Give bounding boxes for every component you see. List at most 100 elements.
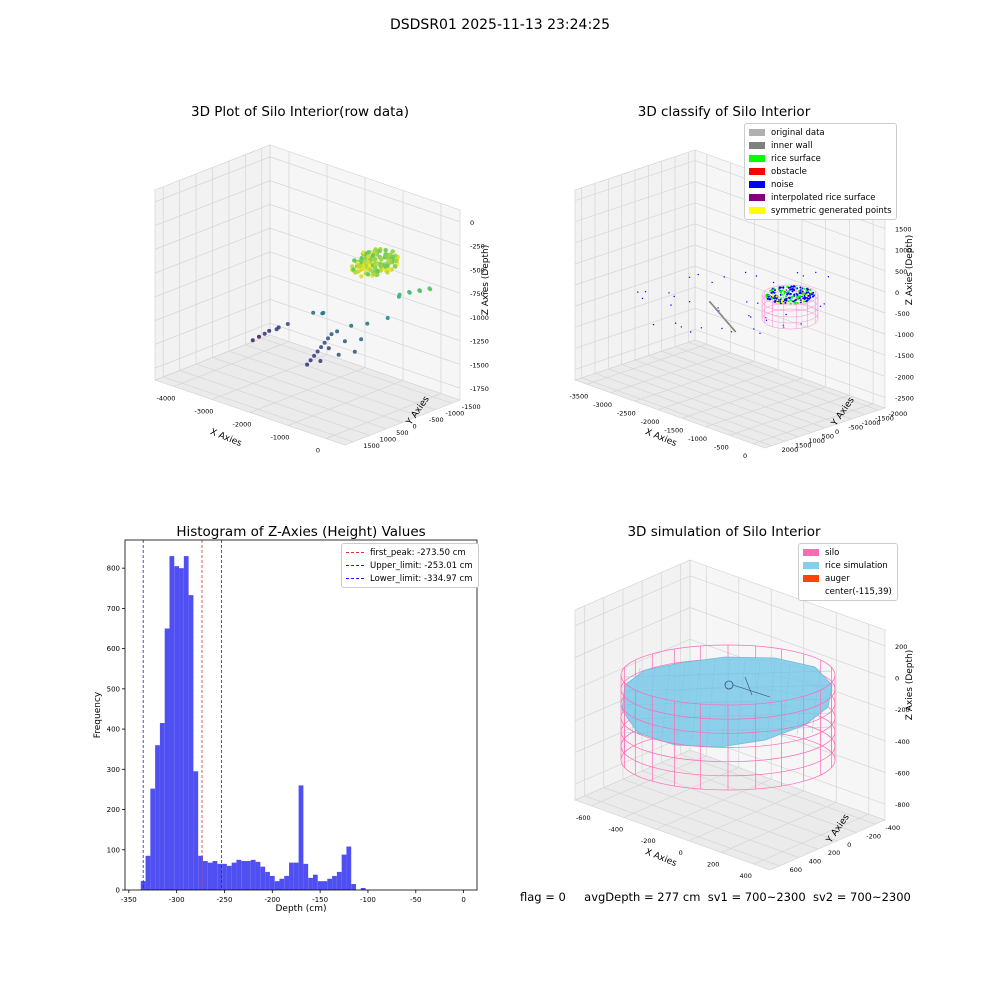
rice-mesh-line bbox=[622, 670, 833, 678]
raw-z-side-gridline bbox=[154, 275, 271, 321]
raw-surface-point bbox=[372, 271, 377, 277]
raw-z-tick: 0 bbox=[470, 219, 474, 227]
cls-x-tick: -2500 bbox=[617, 409, 636, 417]
sim-y-gridline bbox=[622, 778, 819, 850]
cls-z-side-gridline bbox=[574, 160, 696, 201]
classify-rice-point bbox=[768, 294, 771, 297]
raw-surface-point bbox=[368, 267, 373, 273]
histogram-bar bbox=[322, 881, 328, 890]
classify-inner-wall-point bbox=[734, 330, 737, 333]
histogram-bar bbox=[289, 862, 294, 890]
raw-gridlines bbox=[154, 148, 461, 443]
simulation-legend: silo rice simulation auger center(-115,39) bbox=[798, 543, 898, 601]
classify-rice-point bbox=[803, 296, 806, 299]
raw-surface-point bbox=[361, 264, 366, 269]
classify-legend-entry: original data bbox=[745, 126, 892, 139]
raw-surface-point bbox=[378, 264, 383, 269]
histogram-bar bbox=[336, 871, 342, 890]
classify-inner-wall-point bbox=[715, 308, 717, 310]
cls-z-gridline bbox=[694, 286, 886, 356]
classify-rice-point bbox=[799, 291, 802, 294]
classify-rice-point bbox=[799, 286, 802, 289]
classify-legend-swatch bbox=[749, 168, 765, 175]
classify-rice-point bbox=[812, 295, 814, 298]
histogram-bar bbox=[303, 863, 309, 890]
raw-y-gridline bbox=[261, 337, 452, 404]
classify-noise-point bbox=[721, 327, 723, 330]
histogram-bar bbox=[341, 854, 347, 890]
cls-z-side-gridline bbox=[574, 265, 696, 307]
sim-y-tick: 400 bbox=[809, 858, 821, 866]
histogram-y-tick-label: 100 bbox=[107, 846, 120, 854]
cls-y-tick: 500 bbox=[822, 432, 834, 440]
raw-z-tick: -1500 bbox=[470, 361, 489, 369]
histogram-bar bbox=[298, 785, 304, 890]
sim-x-gridline bbox=[753, 813, 869, 865]
cls-y-tick: 0 bbox=[835, 428, 839, 436]
classify-rice-point bbox=[773, 297, 775, 300]
raw-data-point bbox=[311, 310, 316, 315]
classify-inner-wall-point bbox=[725, 320, 728, 323]
simulation-plot-title: 3D simulation of Silo Interior bbox=[627, 524, 821, 540]
raw-surface-point bbox=[362, 259, 368, 264]
classify-rice-point bbox=[802, 286, 805, 289]
histogram-bar bbox=[293, 862, 299, 890]
classify-rice-point bbox=[790, 285, 793, 288]
classify-rice-point bbox=[770, 297, 773, 300]
raw-plot-title: 3D Plot of Silo Interior(row data) bbox=[191, 104, 409, 120]
classify-rice-point bbox=[781, 299, 784, 302]
rice-mesh-line bbox=[622, 684, 833, 692]
raw-z-gridline bbox=[269, 299, 461, 365]
raw-surface-point bbox=[393, 264, 398, 269]
classify-legend-swatch bbox=[749, 155, 765, 162]
classify-rice-point bbox=[797, 290, 800, 293]
classify-rice-point bbox=[778, 301, 781, 304]
raw-surface-point bbox=[373, 257, 378, 262]
classify-legend-label: original data bbox=[771, 127, 825, 138]
classify-rice-point bbox=[791, 290, 794, 293]
sim-z-tick: -600 bbox=[895, 770, 910, 778]
raw-z-tick: -750 bbox=[470, 290, 485, 298]
classify-noise-point bbox=[757, 302, 759, 304]
raw-y-gridline bbox=[195, 363, 387, 430]
silo-wireframe-front bbox=[620, 674, 836, 791]
cls-z-tick: 0 bbox=[895, 289, 899, 297]
raw-surface-point bbox=[359, 256, 364, 261]
raw-data-points bbox=[250, 247, 433, 367]
sim-y-tick: 0 bbox=[847, 841, 851, 849]
histogram-reference-lines bbox=[142, 540, 223, 890]
raw-data-point bbox=[326, 346, 331, 351]
histogram-chart: -350 -300 -250 -200 -150 -100 -50 0 0 100 200 300 4… bbox=[93, 539, 478, 914]
sim-z-tick: -200 bbox=[895, 706, 910, 714]
classify-rice-point bbox=[792, 285, 795, 288]
classify-rice-point bbox=[780, 301, 783, 304]
histogram-bar bbox=[217, 863, 223, 890]
classify-rice-point bbox=[786, 285, 789, 288]
raw-surface-point bbox=[375, 269, 380, 274]
classify-inner-wall-point bbox=[717, 310, 720, 313]
classify-inner-wall-point bbox=[718, 312, 721, 315]
rice-mesh-line bbox=[631, 667, 641, 734]
classify-rice-point bbox=[793, 293, 796, 296]
cls-x-tick: -3000 bbox=[593, 401, 612, 409]
classify-noise-point bbox=[750, 316, 752, 318]
raw-data-point bbox=[385, 316, 390, 320]
cls-y-tick: 1000 bbox=[808, 437, 825, 445]
classify-noise-point bbox=[744, 271, 747, 274]
classify-legend-label: symmetric generated points bbox=[771, 205, 892, 216]
histogram-bar bbox=[212, 861, 218, 890]
classify-rice-point bbox=[770, 288, 773, 291]
classify-legend-swatch bbox=[749, 207, 765, 214]
classify-rice-point bbox=[783, 292, 786, 295]
classify-rice-point bbox=[794, 286, 797, 289]
raw-x-tick: 0 bbox=[316, 447, 320, 455]
classify-legend-swatch bbox=[749, 194, 765, 201]
histogram-legend-label: Lower_limit: -334.97 cm bbox=[370, 573, 473, 584]
classify-legend-entry: rice surface bbox=[745, 152, 892, 165]
cls-y-tick: 1500 bbox=[795, 441, 812, 449]
cls-z-side-gridline bbox=[574, 329, 696, 370]
histogram-bar bbox=[241, 861, 246, 890]
raw-data-point bbox=[285, 322, 290, 326]
cls-z-gridline bbox=[694, 223, 886, 293]
cls-z-gridline bbox=[694, 308, 886, 377]
